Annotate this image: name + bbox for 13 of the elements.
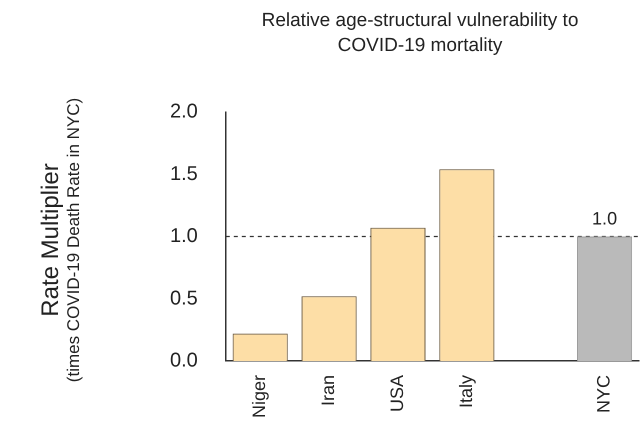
x-tick-label: Iran xyxy=(318,374,338,406)
x-tick-label: Italy xyxy=(456,374,476,408)
y-tick-label: 0.0 xyxy=(170,350,198,372)
y-tick-label: 1.0 xyxy=(170,225,198,248)
y-tick-label: 2.0 xyxy=(170,100,198,123)
x-tick-label: Niger xyxy=(249,374,270,418)
x-tick-label: USA xyxy=(386,374,407,412)
y-tick-label: 0.5 xyxy=(170,287,198,310)
y-tick-label: 1.5 xyxy=(170,162,198,185)
chart-title: Relative age-structural vulnerability to COVID-19 mortality xyxy=(260,9,580,58)
y-axis-title: Rate Multiplier (times COVID-19 Death Rate in NYC) xyxy=(37,96,84,384)
data-label: 1.0 xyxy=(592,208,618,228)
x-tick-label: NYC xyxy=(594,374,614,413)
